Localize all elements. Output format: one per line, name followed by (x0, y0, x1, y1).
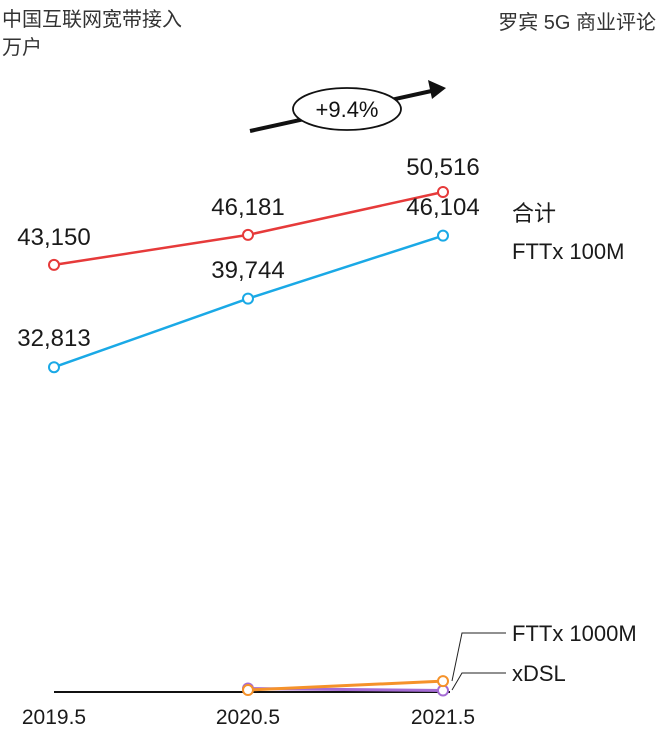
leader-line-fttx-1000m (451, 632, 506, 682)
data-point-fttx-100m (48, 361, 60, 374)
growth-arrow-head (428, 80, 446, 99)
data-point-fttx-100m (437, 229, 449, 242)
source-label: 罗宾 5G 商业评论 (498, 12, 656, 34)
data-label-fttx-100m: 39,744 (211, 257, 284, 284)
growth-ellipse (292, 87, 402, 131)
data-point-total (437, 186, 449, 198)
data-label-total: 50,516 (406, 154, 479, 181)
chart-title-line1: 中国互联网宽带接入 (2, 9, 182, 31)
data-label-fttx-100m: 32,813 (17, 325, 90, 352)
series-label-fttx-100m: FTTx 100M (512, 239, 624, 264)
series-group (48, 186, 449, 697)
leader-line-xdsl (451, 672, 506, 691)
growth-label: +9.4% (316, 97, 379, 122)
data-point-fttx-1000m (437, 675, 449, 688)
chart-title: 中国互联网宽带接入 万户 (2, 6, 182, 62)
growth-annotation: +9.4% (249, 80, 446, 133)
series-label-fttx-1000m: FTTx 1000M (512, 621, 637, 646)
data-label-fttx-100m: 46,104 (406, 194, 479, 221)
series-label-xdsl: xDSL (512, 661, 566, 686)
series-line-fttx-1000m (247, 679, 444, 692)
series-label-total: 合计 (512, 201, 556, 226)
data-point-total (242, 228, 254, 241)
x-tick-label: 2020.5 (216, 706, 280, 729)
labels-group: 43,150 46,181 50,516 32,813 39,744 46,104 合计 FT… (17, 154, 637, 691)
x-tick-label: 2019.5 (22, 706, 86, 729)
data-label-total: 46,181 (211, 194, 284, 221)
data-point-total (48, 258, 60, 271)
data-point-fttx-100m (242, 292, 254, 305)
x-tick-label: 2021.5 (411, 706, 475, 729)
x-axis: 2019.5 2020.5 2021.5 (22, 691, 475, 729)
data-label-total: 43,150 (17, 224, 90, 251)
chart-unit-label: 万户 (2, 37, 42, 59)
data-point-fttx-1000m (242, 684, 254, 697)
